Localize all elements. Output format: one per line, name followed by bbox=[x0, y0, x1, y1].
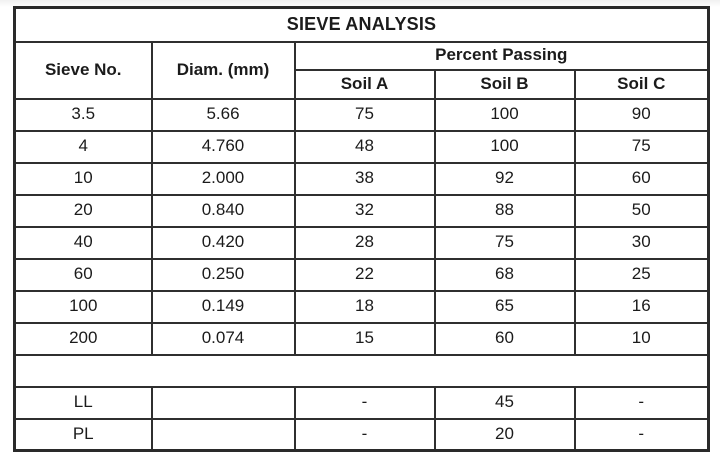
cell-soil-b: 100 bbox=[433, 129, 576, 164]
cell-sieve-no: 3.5 bbox=[13, 97, 153, 132]
cell-soil-a: 22 bbox=[293, 257, 436, 292]
cell-soil-b: 75 bbox=[433, 225, 576, 260]
cell-diam: 0.840 bbox=[150, 193, 296, 228]
cell-soil-c: 16 bbox=[573, 289, 710, 324]
cell-soil-c: 10 bbox=[573, 321, 710, 356]
cell-sieve-no: 20 bbox=[13, 193, 153, 228]
header-diam: Diam. (mm) bbox=[150, 40, 296, 100]
cell-diam bbox=[150, 417, 296, 452]
cell-soil-c: 30 bbox=[573, 225, 710, 260]
header-row-soils: Soil A Soil B Soil C bbox=[15, 68, 710, 100]
cell-soil-c: 60 bbox=[573, 161, 710, 196]
sieve-analysis-table: SIEVE ANALYSIS Sieve No. Diam. (mm) Perc… bbox=[13, 6, 711, 452]
cell-sieve-no: 40 bbox=[13, 225, 153, 260]
table-row: 100 0.149 18 65 16 bbox=[13, 289, 710, 324]
table-row: 10 2.000 38 92 60 bbox=[13, 161, 710, 196]
cell-soil-b: 100 bbox=[433, 97, 576, 132]
cell-diam: 5.66 bbox=[150, 97, 296, 132]
spacer-row bbox=[14, 353, 709, 388]
plastic-limit-row: PL - 20 - bbox=[13, 417, 710, 452]
liquid-limit-row: LL - 45 - bbox=[13, 385, 710, 420]
cell-diam: 2.000 bbox=[150, 161, 296, 196]
cell-diam: 0.074 bbox=[150, 321, 296, 356]
cell-soil-a: 38 bbox=[293, 161, 436, 196]
cell-soil-b: 92 bbox=[433, 161, 576, 196]
cell-diam bbox=[150, 385, 296, 420]
cell-soil-a: 75 bbox=[293, 97, 436, 132]
table-row: 20 0.840 32 88 50 bbox=[13, 193, 710, 228]
cell-sieve-no: 200 bbox=[13, 321, 153, 356]
cell-limit-label: LL bbox=[13, 385, 153, 420]
cell-soil-b: 45 bbox=[433, 385, 576, 420]
cell-soil-b: 68 bbox=[433, 257, 576, 292]
table-row: 200 0.074 15 60 10 bbox=[13, 321, 710, 356]
table-row: 60 0.250 22 68 25 bbox=[13, 257, 710, 292]
cell-soil-c: 75 bbox=[573, 129, 710, 164]
cell-soil-b: 20 bbox=[433, 417, 576, 452]
cell-soil-b: 88 bbox=[433, 193, 576, 228]
table-row: 3.5 5.66 75 100 90 bbox=[13, 97, 710, 132]
cell-diam: 0.149 bbox=[150, 289, 296, 324]
table-row: 40 0.420 28 75 30 bbox=[13, 225, 710, 260]
cell-soil-a: - bbox=[293, 385, 436, 420]
header-soil-b: Soil B bbox=[433, 68, 576, 100]
cell-soil-c: - bbox=[573, 417, 710, 452]
cell-sieve-no: 4 bbox=[13, 129, 153, 164]
cell-soil-a: 48 bbox=[293, 129, 436, 164]
cell-diam: 4.760 bbox=[150, 129, 296, 164]
cell-soil-a: 15 bbox=[293, 321, 436, 356]
table-title-row: SIEVE ANALYSIS bbox=[13, 6, 710, 43]
cell-soil-a: 28 bbox=[293, 225, 436, 260]
cell-sieve-no: 10 bbox=[13, 161, 153, 196]
header-percent-passing: Percent Passing bbox=[293, 40, 710, 71]
cell-soil-c: 90 bbox=[573, 97, 710, 132]
cell-soil-b: 60 bbox=[433, 321, 576, 356]
spacer-cell bbox=[14, 353, 709, 388]
cell-soil-b: 65 bbox=[433, 289, 576, 324]
cell-soil-c: 25 bbox=[573, 257, 710, 292]
cell-soil-c: 50 bbox=[573, 193, 710, 228]
header-soil-a: Soil A bbox=[293, 68, 436, 100]
cell-diam: 0.420 bbox=[150, 225, 296, 260]
cell-soil-a: - bbox=[293, 417, 436, 452]
cell-sieve-no: 100 bbox=[13, 289, 153, 324]
header-sieve-no: Sieve No. bbox=[13, 40, 153, 100]
table-row: 4 4.760 48 100 75 bbox=[13, 129, 710, 164]
cell-sieve-no: 60 bbox=[13, 257, 153, 292]
header-soil-c: Soil C bbox=[573, 68, 710, 100]
cell-soil-a: 32 bbox=[293, 193, 436, 228]
cell-diam: 0.250 bbox=[150, 257, 296, 292]
cell-limit-label: PL bbox=[13, 417, 153, 452]
header-row-top: Sieve No. Diam. (mm) Percent Passing bbox=[13, 40, 710, 100]
cell-soil-a: 18 bbox=[293, 289, 436, 324]
cell-soil-c: - bbox=[573, 385, 710, 420]
table-title: SIEVE ANALYSIS bbox=[13, 6, 710, 43]
